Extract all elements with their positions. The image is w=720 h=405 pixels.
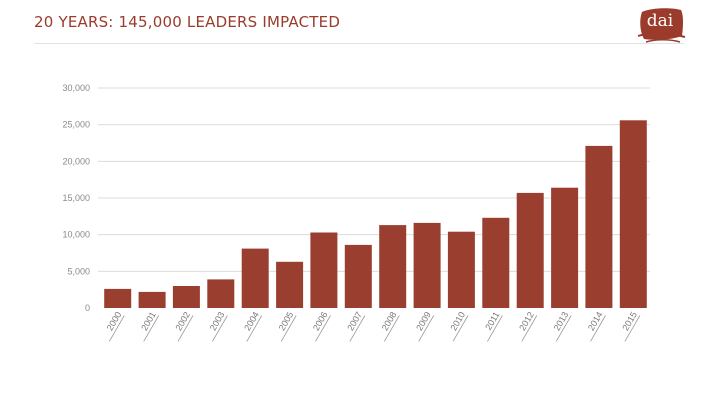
x-tick-2009: 2009 xyxy=(414,310,435,342)
bar-2005 xyxy=(276,261,304,308)
y-tick-label: 15,000 xyxy=(62,193,90,203)
x-tick-underline xyxy=(418,315,435,342)
x-tick-2006: 2006 xyxy=(311,310,331,342)
title-divider xyxy=(34,43,684,44)
x-tick-underline xyxy=(246,315,263,342)
bar-2004 xyxy=(241,248,269,308)
x-tick-2007: 2007 xyxy=(345,310,366,342)
x-tick-2001: 2001 xyxy=(139,310,160,342)
x-tick-underline xyxy=(383,315,400,342)
y-tick-label: 20,000 xyxy=(62,156,90,166)
x-tick-underline xyxy=(487,315,503,342)
x-tick-underline xyxy=(108,315,125,342)
bar-2013 xyxy=(551,187,579,308)
x-tick-2004: 2004 xyxy=(242,310,263,342)
bar-2000 xyxy=(104,288,132,308)
x-axis-labels: 2000 2001 2002 2003 2004 2005 2006 2007 2008 2009… xyxy=(105,310,641,342)
bar-2015 xyxy=(619,120,647,308)
x-tick-underline xyxy=(280,315,297,342)
x-tick-2010: 2010 xyxy=(448,310,469,342)
x-tick-2012: 2012 xyxy=(517,310,538,342)
bar-2002 xyxy=(172,286,200,308)
bars xyxy=(104,120,647,308)
dai-logo: dai xyxy=(636,6,686,44)
x-tick-underline xyxy=(212,315,228,342)
x-tick-2003: 2003 xyxy=(208,310,228,342)
y-tick-label: 30,000 xyxy=(62,83,90,93)
bar-2012 xyxy=(516,192,544,308)
x-tick-2013: 2013 xyxy=(552,310,572,342)
page-title: 20 YEARS: 145,000 LEADERS IMPACTED xyxy=(34,13,341,31)
x-tick-2014: 2014 xyxy=(586,310,606,342)
y-axis-ticks: 0 5,000 10,000 15,000 20,000 25,000 30,000 xyxy=(62,83,90,313)
x-tick-underline xyxy=(452,315,469,342)
x-tick-underline xyxy=(590,315,606,342)
logo-text: dai xyxy=(646,11,674,31)
x-tick-underline xyxy=(349,315,366,342)
bar-2010 xyxy=(447,231,475,308)
x-tick-underline xyxy=(521,315,538,342)
y-tick-label: 0 xyxy=(85,303,90,313)
x-tick-underline xyxy=(555,315,572,342)
bar-2006 xyxy=(310,232,338,308)
bar-2003 xyxy=(207,279,235,308)
bar-2009 xyxy=(413,222,441,308)
logo-brush-icon xyxy=(637,8,686,43)
y-tick-label: 25,000 xyxy=(62,120,90,130)
x-tick-2005: 2005 xyxy=(277,310,297,342)
bar-2014 xyxy=(585,145,613,308)
x-tick-underline xyxy=(624,315,641,342)
x-tick-2015: 2015 xyxy=(620,310,641,342)
x-tick-2011: 2011 xyxy=(483,310,503,342)
x-tick-underline xyxy=(315,315,331,342)
bar-2011 xyxy=(482,217,510,308)
bar-2008 xyxy=(379,225,407,308)
x-tick-label: 2011 xyxy=(483,310,501,332)
x-tick-2008: 2008 xyxy=(380,310,400,342)
y-tick-label: 10,000 xyxy=(62,230,90,240)
x-tick-2002: 2002 xyxy=(173,310,194,342)
x-tick-2000: 2000 xyxy=(105,310,125,342)
x-tick-underline xyxy=(177,315,194,342)
bar-2001 xyxy=(138,291,166,308)
y-tick-label: 5,000 xyxy=(67,266,90,276)
x-tick-underline xyxy=(143,315,160,342)
bar-2007 xyxy=(344,244,372,308)
